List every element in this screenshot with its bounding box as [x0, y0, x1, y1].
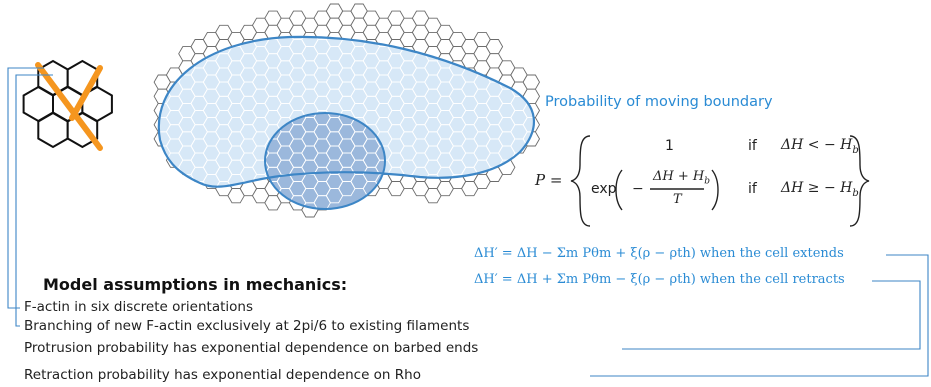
case1-cond-text: ΔH < − H [781, 137, 853, 153]
nucleus [265, 113, 385, 209]
hexagon-lattice-icon [22, 59, 113, 151]
cell-hexagon [522, 117, 534, 133]
case1-condition: ΔH < − Hb [781, 137, 859, 156]
case2-condition: ΔH ≥ − Hb [781, 180, 859, 199]
formula-lhs: P = [535, 171, 563, 189]
nucleus-hexagon [374, 131, 385, 147]
assumption-item: F-actin in six discrete orientations [24, 299, 253, 315]
grid-hexagon [522, 74, 541, 90]
nucleus-hexagon [374, 145, 385, 161]
lattice-hexagon [37, 111, 69, 149]
equation-extend: ΔH′ = ΔH − Σm Pθm + ξ(ρ − ρth) when the … [474, 246, 844, 261]
left-connectors [7, 67, 53, 327]
nucleus-outline [264, 112, 386, 210]
nucleus-hexagon-grid [265, 113, 385, 209]
case1-if: if [748, 138, 757, 154]
cell-hexagon [522, 131, 534, 147]
left-brace [570, 135, 591, 227]
cell-outline [157, 35, 535, 188]
case2-exp: exp [591, 181, 617, 197]
cell-body [158, 36, 534, 187]
assumptions-title: Model assumptions in mechanics: [43, 275, 348, 294]
right-connectors [590, 254, 929, 377]
case2-numerator: ΔH + Hb [653, 169, 710, 187]
nucleus-hexagon [374, 159, 385, 175]
case2-cond-sub: b [852, 187, 859, 199]
case1-cond-sub: b [852, 144, 859, 156]
right-brace [849, 135, 870, 227]
case2-num-text: ΔH + H [653, 169, 705, 184]
piecewise-braces [570, 135, 870, 227]
grid-hexagon [485, 39, 504, 55]
connector-branching [15, 74, 53, 327]
case2-denominator: T [673, 192, 682, 207]
assumption-item: Retraction probability has exponential d… [24, 367, 421, 383]
case2-if: if [748, 181, 757, 197]
branched-filament-icon [69, 65, 103, 121]
exp-right-paren [711, 169, 719, 211]
case2-minus: − [632, 181, 644, 197]
connector-retract-to-rho [590, 254, 929, 377]
connector-orientations [7, 67, 44, 309]
equation-retract: ΔH′ = ΔH + Σm Pθm − ξ(ρ − ρth) when the … [474, 272, 845, 287]
case2-num-sub: b [704, 176, 710, 187]
cell-hexagon [522, 102, 534, 119]
boundary-heading: Probability of moving boundary [545, 94, 773, 110]
case2-cond-text: ΔH ≥ − H [781, 180, 853, 196]
assumption-item: Branching of new F-actin exclusively at … [24, 318, 470, 334]
assumption-item: Protrusion probability has exponential d… [24, 340, 479, 356]
actin-filament-icon [35, 62, 103, 151]
exp-left-paren [615, 169, 623, 211]
connector-extend-to-barbed [622, 280, 921, 350]
nucleus-hexagon [374, 173, 385, 190]
case1-value: 1 [665, 138, 674, 154]
